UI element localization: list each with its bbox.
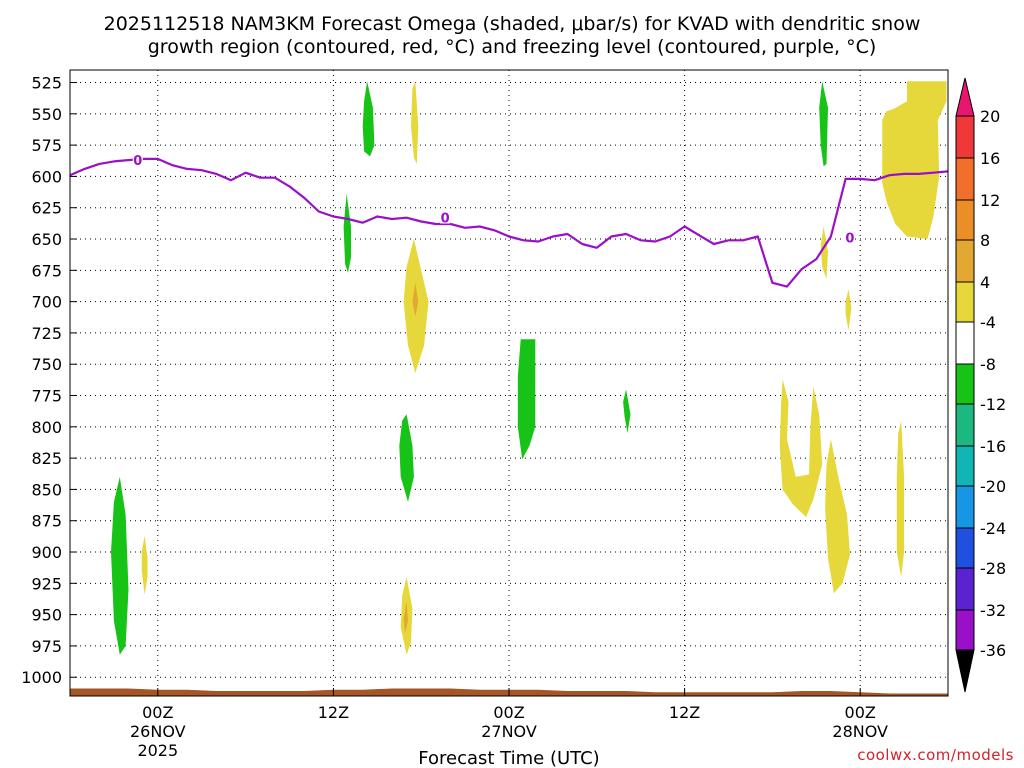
freezing-level-label: 0 xyxy=(441,211,450,226)
omega-region xyxy=(820,226,828,280)
freezing-level-label: 0 xyxy=(133,154,142,169)
colorbar-label: 16 xyxy=(980,149,1000,168)
y-tick-label: 850 xyxy=(31,480,62,499)
colorbar-swatch xyxy=(955,199,975,241)
x-tick-label: 00Z xyxy=(493,703,524,722)
freezing-level-label: 0 xyxy=(845,232,854,247)
colorbar-top-arrow xyxy=(955,77,975,117)
y-tick-label: 525 xyxy=(31,74,62,93)
omega-region xyxy=(111,476,129,655)
omega-region xyxy=(845,289,852,331)
colorbar-swatch xyxy=(955,281,975,323)
freezing-level-contour: 0 0 0 xyxy=(69,151,949,288)
y-tick-label: 825 xyxy=(31,449,62,468)
omega-region xyxy=(517,339,536,460)
colorbar-label: -8 xyxy=(980,355,996,374)
colorbar-legend: 20 16 12 8 4 -4 -8 -12 -16 -20 -24 -28 -32 -36 xyxy=(955,77,1006,693)
colorbar-swatch xyxy=(955,485,975,529)
y-tick-label: 800 xyxy=(31,418,62,437)
colorbar-swatch xyxy=(955,445,975,487)
omega-region xyxy=(819,81,828,167)
y-tick-label: 900 xyxy=(31,543,62,562)
y-tick-label: 750 xyxy=(31,355,62,374)
colorbar-label: -16 xyxy=(980,437,1006,456)
contour-label-bg xyxy=(440,209,451,224)
colorbar-swatch xyxy=(955,567,975,611)
y-tick-label: 600 xyxy=(31,167,62,186)
colorbar-label: -32 xyxy=(980,601,1006,620)
chart-title-line2: growth region (contoured, red, °C) and f… xyxy=(148,36,877,58)
y-tick-label: 575 xyxy=(31,136,62,155)
x-tick-label: 12Z xyxy=(669,703,700,722)
colorbar-bottom-arrow xyxy=(955,649,975,693)
y-tick-label: 925 xyxy=(31,574,62,593)
colorbar-swatch xyxy=(955,527,975,569)
contour-label-bg xyxy=(132,151,143,166)
colorbar-swatch xyxy=(955,239,975,283)
y-axis: 525 550 575 600 625 650 675 700 725 750 775 800 825 8… xyxy=(21,74,77,687)
y-tick-label: 550 xyxy=(31,105,62,124)
x-tick-label: 00Z xyxy=(142,703,173,722)
colorbar-swatch xyxy=(955,157,975,201)
colorbar-swatch xyxy=(955,403,975,447)
x-axis-label: Forecast Time (UTC) xyxy=(418,748,599,768)
omega-region xyxy=(882,81,947,239)
omega-region xyxy=(412,282,419,317)
plot-background xyxy=(70,70,948,696)
omega-region xyxy=(343,193,351,273)
chart-title-line1: 2025112518 NAM3KM Forecast Omega (shaded… xyxy=(104,13,921,35)
colorbar-label: -4 xyxy=(980,313,996,332)
colorbar-label: 12 xyxy=(980,191,1000,210)
omega-region xyxy=(411,81,419,164)
plot-area: 0 0 0 xyxy=(69,69,949,697)
y-tick-label: 700 xyxy=(31,293,62,312)
omega-region xyxy=(896,420,905,578)
y-tick-label: 875 xyxy=(31,512,62,531)
omega-region xyxy=(403,602,408,634)
colorbar-label: 20 xyxy=(980,107,1000,126)
omega-region xyxy=(362,81,375,157)
contour-label-bg xyxy=(844,229,855,244)
colorbar-swatch xyxy=(955,363,975,405)
y-tick-label: 650 xyxy=(31,230,62,249)
y-tick-label: 950 xyxy=(31,606,62,625)
colorbar-swatch xyxy=(955,115,975,159)
omega-region xyxy=(623,389,631,434)
omega-region xyxy=(779,379,823,517)
omega-region xyxy=(141,535,148,595)
colorbar-swatch xyxy=(955,321,975,365)
colorbar-label: -20 xyxy=(980,477,1006,496)
y-tick-label: 975 xyxy=(31,637,62,656)
colorbar-label: -28 xyxy=(980,559,1006,578)
omega-shading xyxy=(111,81,947,655)
y-tick-label: 1000 xyxy=(21,668,62,687)
x-tick-date: 28NOV xyxy=(832,722,888,741)
colorbar-label: -12 xyxy=(980,395,1006,414)
site-credit: coolwx.com/models xyxy=(857,746,1014,764)
colorbar-label: -36 xyxy=(980,641,1006,660)
x-tick-date: 27NOV xyxy=(481,722,537,741)
y-tick-label: 775 xyxy=(31,387,62,406)
y-tick-label: 625 xyxy=(31,199,62,218)
colorbar-swatch xyxy=(955,609,975,651)
y-tick-label: 725 xyxy=(31,324,62,343)
freezing-level-line xyxy=(69,157,949,288)
colorbar-label: 4 xyxy=(980,273,990,292)
x-tick-label: 12Z xyxy=(318,703,349,722)
omega-region xyxy=(399,414,414,502)
x-tick-year: 2025 xyxy=(137,741,178,760)
colorbar-label: 8 xyxy=(980,231,990,250)
x-tick-label: 00Z xyxy=(845,703,876,722)
y-tick-label: 675 xyxy=(31,261,62,280)
omega-region xyxy=(825,439,850,594)
x-tick-date: 26NOV xyxy=(130,722,186,741)
colorbar-label: -24 xyxy=(980,519,1006,538)
